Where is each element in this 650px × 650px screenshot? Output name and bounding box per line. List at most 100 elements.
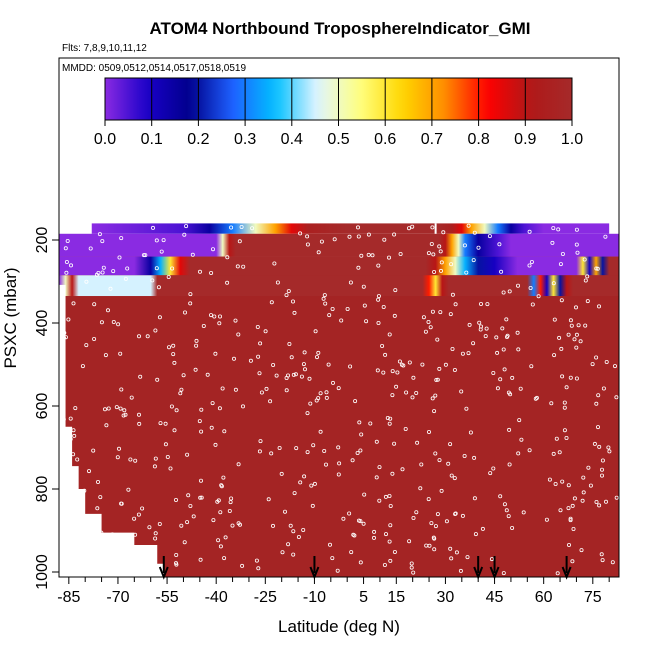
sample-marker	[428, 325, 433, 330]
sample-marker	[483, 334, 488, 339]
sample-marker	[452, 367, 457, 372]
x-tick-label: -40	[205, 589, 228, 606]
sample-marker	[105, 549, 110, 554]
sample-marker	[257, 371, 262, 376]
sample-marker	[448, 546, 453, 551]
sample-marker	[507, 462, 512, 467]
sample-marker	[210, 247, 215, 252]
sample-marker	[198, 557, 203, 562]
sample-marker	[222, 556, 227, 561]
sample-marker	[279, 471, 284, 476]
sample-marker	[150, 278, 155, 283]
sample-marker	[89, 530, 94, 535]
sample-marker	[437, 458, 442, 463]
sample-marker	[527, 263, 532, 268]
sample-marker	[400, 467, 405, 472]
sample-marker	[322, 448, 327, 453]
sample-marker	[527, 229, 532, 234]
sample-marker	[404, 390, 409, 395]
sample-marker	[411, 516, 416, 521]
sample-marker	[182, 540, 187, 545]
sample-marker	[398, 251, 403, 256]
sample-marker	[292, 310, 297, 315]
sample-marker	[579, 548, 584, 553]
sample-marker	[336, 386, 341, 391]
sample-marker	[141, 253, 146, 258]
sample-marker	[355, 225, 360, 230]
sample-marker	[233, 387, 238, 392]
sample-marker	[560, 479, 565, 484]
sample-marker	[95, 506, 100, 511]
y-tick-label: 400	[34, 310, 51, 337]
sample-marker	[393, 288, 398, 293]
sample-marker	[614, 495, 619, 500]
sample-marker	[174, 562, 179, 567]
sample-marker	[174, 408, 179, 413]
sample-marker	[459, 389, 464, 394]
sample-marker	[473, 532, 478, 537]
sample-marker	[472, 455, 477, 460]
sample-marker	[452, 476, 457, 481]
sample-marker	[299, 374, 304, 379]
sample-marker	[364, 319, 369, 324]
colorbar-tick-label: 0.9	[514, 131, 536, 148]
sample-marker	[601, 386, 606, 391]
sample-marker	[356, 265, 361, 270]
sample-marker	[529, 259, 534, 264]
sample-marker	[506, 514, 511, 519]
sample-marker	[152, 464, 157, 469]
sample-marker	[429, 241, 434, 246]
sample-marker	[590, 362, 595, 367]
sample-marker	[362, 492, 367, 497]
sample-marker	[327, 313, 332, 318]
sample-marker	[221, 475, 226, 480]
sample-marker	[576, 323, 581, 328]
sample-marker	[504, 508, 509, 513]
sample-marker	[308, 401, 313, 406]
sample-marker	[103, 407, 108, 412]
sample-marker	[472, 496, 477, 501]
sample-marker	[551, 281, 556, 286]
x-tick-label: 45	[486, 589, 504, 606]
no-data-mask	[59, 284, 164, 577]
sample-marker	[119, 501, 124, 506]
sample-marker	[137, 421, 142, 426]
sample-marker	[466, 223, 471, 228]
sample-marker	[111, 269, 116, 274]
sample-marker	[439, 260, 444, 265]
sample-marker	[153, 328, 158, 333]
sample-marker	[66, 317, 71, 322]
sample-marker	[462, 243, 467, 248]
sample-marker	[458, 568, 463, 573]
sample-marker	[78, 494, 83, 499]
sample-marker	[547, 477, 552, 482]
sample-marker	[505, 333, 510, 338]
sample-marker	[316, 250, 321, 255]
sample-marker	[453, 511, 458, 516]
sample-marker	[388, 503, 393, 508]
sample-marker	[168, 466, 173, 471]
sample-marker	[515, 330, 520, 335]
sample-marker	[179, 523, 184, 528]
sample-marker	[184, 224, 189, 229]
sample-marker	[240, 563, 245, 568]
sample-marker	[211, 518, 216, 523]
sample-marker	[409, 561, 414, 566]
sample-marker	[376, 294, 381, 299]
colorbar-tick-label: 1.0	[561, 131, 583, 148]
sample-marker	[356, 234, 361, 239]
sample-marker	[495, 386, 500, 391]
sample-marker	[421, 315, 426, 320]
sample-marker	[305, 242, 310, 247]
sample-marker	[270, 523, 275, 528]
sample-marker	[476, 245, 481, 250]
sample-marker	[227, 508, 232, 513]
sample-marker	[430, 396, 435, 401]
sample-marker	[157, 315, 162, 320]
sample-marker	[387, 493, 392, 498]
sample-marker	[266, 497, 271, 502]
sample-marker	[170, 266, 175, 271]
sample-marker	[478, 301, 483, 306]
sample-marker	[174, 553, 179, 558]
sample-marker	[387, 332, 392, 337]
